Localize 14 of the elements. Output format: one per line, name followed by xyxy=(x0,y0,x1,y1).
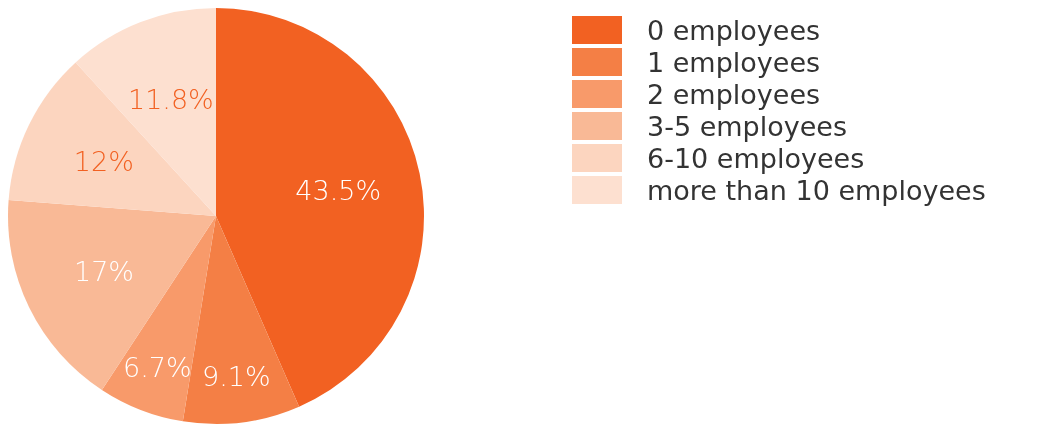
data-label: 43.5% xyxy=(295,175,382,207)
legend-label: 6-10 employees xyxy=(647,142,865,174)
legend-label: more than 10 employees xyxy=(647,174,986,206)
pie-slice xyxy=(75,8,216,216)
data-label: 6.7% xyxy=(122,351,192,383)
data-label: 12% xyxy=(73,145,134,177)
legend-label: 1 employees xyxy=(647,46,821,78)
legend-label: 0 employees xyxy=(647,14,821,46)
legend-label: 2 employees xyxy=(647,78,821,110)
data-label: 11.8% xyxy=(127,84,214,116)
data-label: 17% xyxy=(73,255,134,287)
pie-slice xyxy=(8,62,216,216)
data-label: 9.1% xyxy=(202,361,271,393)
legend-label: 3-5 employees xyxy=(647,110,848,142)
